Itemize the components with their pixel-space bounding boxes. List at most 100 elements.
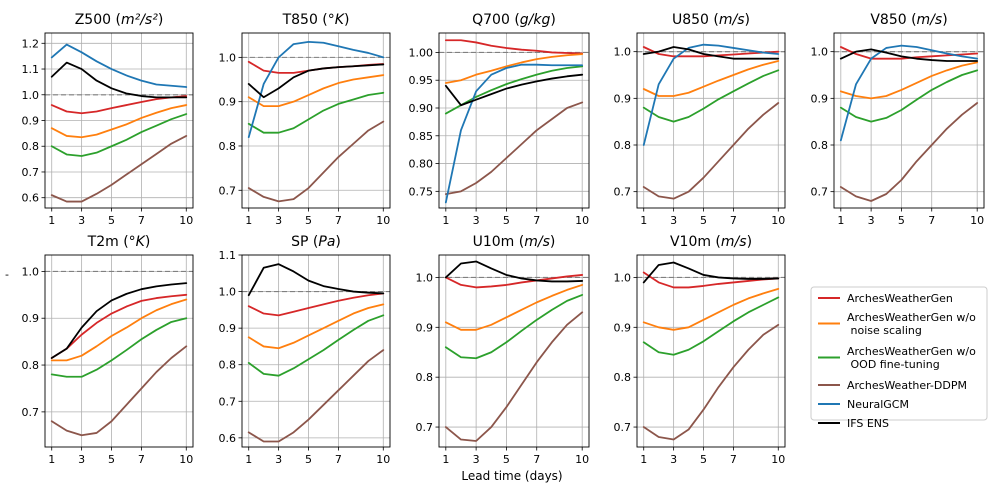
x-tick-label: 3 — [473, 453, 480, 466]
x-tick-label: 10 — [771, 214, 785, 227]
y-tick-label: 1.0 — [219, 286, 237, 299]
series-line-archesweathergen-w-o-ood-fine-tuning — [444, 293, 584, 360]
series-line-archesweather-ddpm — [444, 311, 584, 442]
series-line-archesweathergen-w-o-noise-scaling — [444, 53, 584, 84]
axes-frame — [636, 32, 786, 209]
x-tick-label: 7 — [138, 453, 145, 466]
panel-u850: 1 3 5 7 10 0.7 0.8 0.9 1.0 U850 (m/s) — [614, 12, 786, 227]
x-tick-label: 5 — [700, 453, 707, 466]
y-tick-label: 0.7 — [811, 186, 829, 199]
series-line-ifs-ens — [50, 282, 188, 359]
axes-frame — [636, 254, 786, 448]
panel-sp: 1 3 5 7 10 0.6 0.7 0.8 0.9 1.0 1.1 SP (Pa) — [219, 234, 391, 466]
x-tick-label: 3 — [275, 453, 282, 466]
y-tick-label: 1.00 — [409, 46, 434, 59]
x-tick-label: 3 — [868, 214, 875, 227]
x-tick-label: 7 — [533, 214, 540, 227]
y-tick-label: 0.7 — [219, 184, 237, 197]
panel-title: U10m (m/s) — [473, 234, 556, 250]
x-tick-label: 5 — [108, 214, 115, 227]
axes-frame — [44, 32, 194, 209]
y-tick-label: 0.8 — [614, 371, 632, 384]
x-tick-label: 10 — [575, 214, 589, 227]
y-tick-label: 0.6 — [219, 432, 237, 445]
panel-z500: 1 3 5 7 10 0.6 0.7 0.8 0.9 1.0 1.1 1.2 Z500 (m²/s²) — [22, 12, 194, 227]
y-tick-label: 0.9 — [219, 96, 237, 109]
x-tick-label: 1 — [640, 453, 647, 466]
x-tick-label: 5 — [305, 214, 312, 227]
series-line-archesweathergen-w-o-noise-scaling — [839, 61, 979, 100]
panels: 1 3 5 7 10 0.6 0.7 0.8 0.9 1.0 1.1 1.2 Z500 (m²/s²) 1… — [22, 12, 985, 466]
axes-frame — [241, 254, 391, 448]
series-group — [839, 44, 979, 202]
y-tick-label: 0.95 — [409, 74, 434, 87]
x-tick-label: 5 — [503, 453, 510, 466]
series-line-neuralgcm — [247, 40, 385, 139]
series-line-archesweathergen-w-o-ood-fine-tuning — [50, 113, 188, 157]
series-line-archesweathergen — [50, 293, 188, 359]
series-line-ifs-ens — [247, 263, 385, 297]
x-tick-label: 1 — [640, 214, 647, 227]
y-tick-label: 1.0 — [416, 271, 434, 284]
series-line-archesweather-ddpm — [444, 101, 584, 196]
series-line-ifs-ens — [642, 46, 780, 60]
panel-title: Z500 (m²/s²) — [75, 12, 164, 28]
legend-label: ArchesWeatherGen — [847, 292, 953, 305]
y-tick-label: 0.7 — [416, 421, 434, 434]
series-line-archesweathergen-w-o-noise-scaling — [50, 104, 188, 139]
panel-title: T850 (°K) — [282, 12, 350, 28]
y-tick-label: 1.1 — [22, 63, 40, 76]
axes-frame — [44, 254, 194, 448]
panel-title: V850 (m/s) — [870, 12, 947, 28]
series-group — [247, 40, 385, 203]
series-line-ifs-ens — [839, 48, 979, 62]
y-tick-label: 1.1 — [219, 249, 237, 262]
x-tick-label: 7 — [730, 214, 737, 227]
axes-frame — [438, 32, 590, 209]
y-tick-label: 0.9 — [416, 321, 434, 334]
x-tick-label: 3 — [670, 453, 677, 466]
y-tick-label: 0.8 — [22, 140, 40, 153]
x-tick-label: 3 — [78, 214, 85, 227]
y-tick-label: 0.7 — [22, 166, 40, 179]
panel-v10m: 1 3 5 7 10 0.7 0.8 0.9 1.0 V10m (m/s) — [614, 234, 786, 466]
y-tick-label: 0.85 — [409, 130, 434, 143]
series-line-archesweathergen — [444, 274, 584, 289]
x-axis-label: Lead time (days) — [461, 469, 562, 483]
y-tick-label: 1.0 — [614, 46, 632, 59]
x-tick-label: 10 — [771, 453, 785, 466]
series-line-archesweathergen-w-o-noise-scaling — [642, 288, 780, 331]
x-tick-label: 1 — [837, 214, 844, 227]
panel-u10m: 1 3 5 7 10 0.7 0.8 0.9 1.0 U10m (m/s) — [416, 234, 590, 466]
y-tick-label: 0.9 — [811, 92, 829, 105]
x-tick-label: 1 — [48, 453, 55, 466]
x-tick-label: 10 — [575, 453, 589, 466]
x-tick-label: 7 — [335, 214, 342, 227]
x-tick-label: 3 — [275, 214, 282, 227]
panel-title: Q700 (g/kg) — [472, 12, 556, 28]
y-tick-label: 0.9 — [219, 322, 237, 335]
x-tick-label: 7 — [730, 453, 737, 466]
series-line-archesweather-ddpm — [50, 135, 188, 203]
y-tick-label: 0.7 — [614, 186, 632, 199]
series-line-archesweathergen — [247, 292, 385, 317]
x-tick-label: 7 — [335, 453, 342, 466]
panel-v850: 1 3 5 7 10 0.7 0.8 0.9 1.0 V850 (m/s) — [811, 12, 985, 227]
axes-frame — [438, 254, 590, 448]
series-line-archesweather-ddpm — [50, 345, 188, 437]
y-tick-label: 1.0 — [614, 271, 632, 284]
y-tick-label: 1.2 — [22, 37, 40, 50]
series-line-neuralgcm — [50, 43, 188, 88]
series-group — [50, 43, 188, 203]
legend-label: IFS ENS — [847, 417, 889, 430]
panel-q700: 1 3 5 7 10 0.75 0.80 0.85 0.90 0.95 1.00 Q700 (g/kg… — [409, 12, 590, 227]
x-tick-label: 1 — [245, 214, 252, 227]
series-line-archesweathergen — [50, 95, 188, 115]
y-tick-label: 0.8 — [811, 139, 829, 152]
y-tick-label: 0.8 — [219, 140, 237, 153]
series-line-archesweathergen-w-o-ood-fine-tuning — [247, 91, 385, 134]
series-line-archesweathergen-w-o-ood-fine-tuning — [642, 69, 780, 123]
legend-box — [810, 286, 988, 421]
legend: ArchesWeatherGen ArchesWeatherGen w/o noi… — [810, 286, 988, 430]
